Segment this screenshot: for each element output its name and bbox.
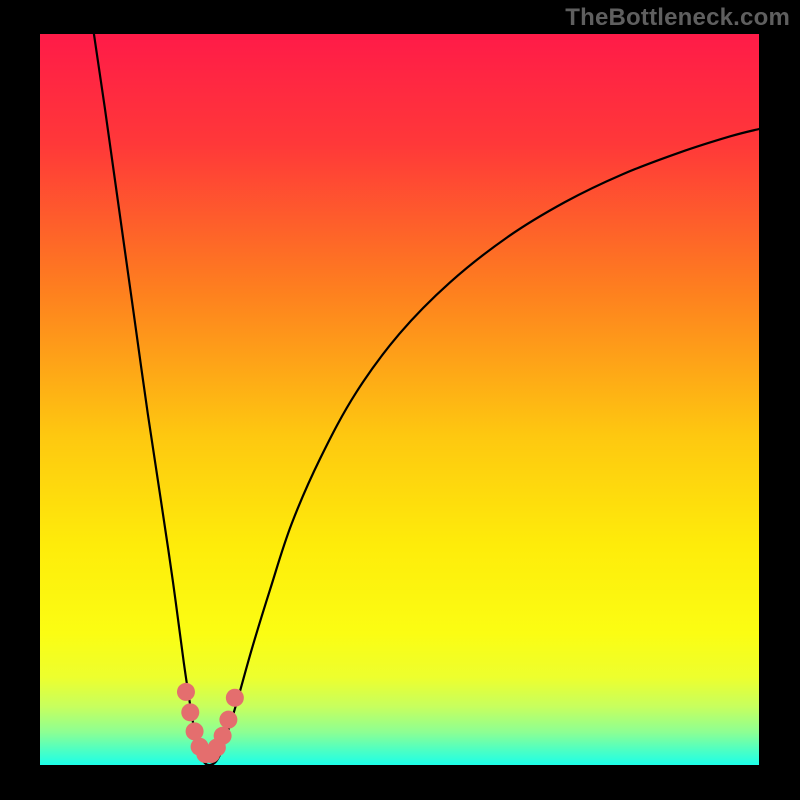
marker-point [214, 727, 232, 745]
marker-point [219, 711, 237, 729]
chart-container: TheBottleneck.com [0, 0, 800, 800]
marker-point [181, 703, 199, 721]
marker-point [177, 683, 195, 701]
plot-background [40, 34, 759, 765]
marker-point [226, 689, 244, 707]
marker-point [186, 722, 204, 740]
watermark-text: TheBottleneck.com [565, 4, 790, 32]
bottleneck-chart [0, 0, 800, 800]
